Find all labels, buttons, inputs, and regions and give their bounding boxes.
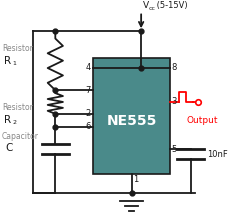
Text: V: V — [142, 2, 149, 11]
Text: R: R — [4, 115, 11, 125]
Text: C: C — [6, 143, 13, 153]
Text: 7: 7 — [85, 86, 90, 95]
Bar — [93, 58, 169, 174]
Text: 1: 1 — [133, 175, 138, 184]
Text: R: R — [4, 56, 11, 66]
Text: Resistor: Resistor — [2, 44, 33, 53]
Text: 2: 2 — [12, 120, 16, 125]
Text: 4: 4 — [85, 63, 90, 72]
Text: 6: 6 — [85, 122, 90, 131]
Text: 8: 8 — [171, 63, 176, 72]
Text: 5: 5 — [171, 145, 176, 154]
Text: Resistor: Resistor — [2, 103, 33, 112]
Text: 10nF: 10nF — [206, 150, 227, 159]
Text: 3: 3 — [171, 97, 176, 106]
Text: (5-15V): (5-15V) — [154, 2, 187, 11]
Text: 2: 2 — [85, 109, 90, 118]
Text: cc: cc — [148, 7, 155, 11]
Text: 1: 1 — [12, 61, 16, 66]
Text: Output: Output — [186, 116, 218, 125]
Text: NE555: NE555 — [106, 114, 156, 128]
Text: Capacitor: Capacitor — [2, 132, 39, 141]
